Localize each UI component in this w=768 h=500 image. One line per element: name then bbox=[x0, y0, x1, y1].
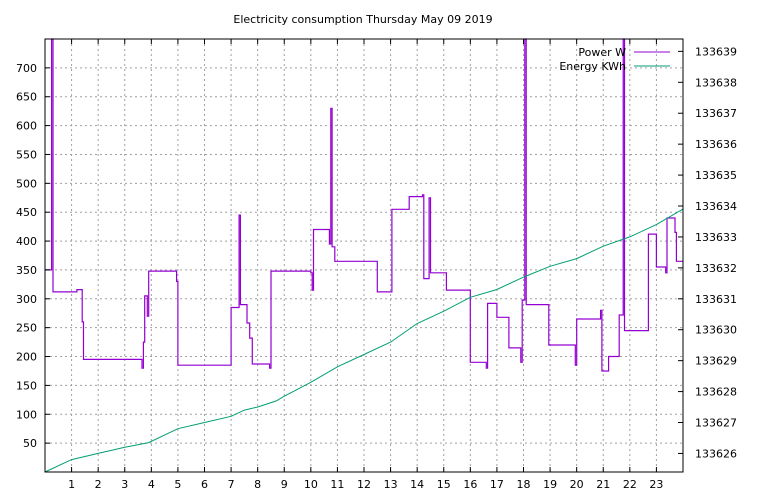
x-tick-label: 3 bbox=[121, 478, 128, 491]
y-tick-label: 550 bbox=[16, 148, 37, 161]
y-tick-label: 150 bbox=[16, 379, 37, 392]
y-tick-label: 500 bbox=[16, 177, 37, 190]
legend-label-energy: Energy KWh bbox=[559, 60, 626, 73]
legend-label-power: Power W bbox=[578, 46, 626, 59]
y2-tick-label: 133632 bbox=[695, 262, 737, 275]
chart-title: Electricity consumption Thursday May 09 … bbox=[233, 13, 492, 26]
x-tick-label: 19 bbox=[543, 478, 557, 491]
series-line-energy bbox=[44, 208, 684, 473]
x-tick-label: 4 bbox=[148, 478, 155, 491]
y-tick-label: 450 bbox=[16, 206, 37, 219]
y2-tick-label: 133627 bbox=[695, 417, 737, 430]
y-tick-label: 700 bbox=[16, 62, 37, 75]
x-tick-label: 7 bbox=[228, 478, 235, 491]
y2-tick-label: 133633 bbox=[695, 231, 737, 244]
y-tick-label: 200 bbox=[16, 351, 37, 364]
y-tick-label: 600 bbox=[16, 120, 37, 133]
series-line-power bbox=[45, 38, 683, 372]
x-tick-label: 22 bbox=[623, 478, 637, 491]
y-tick-label: 400 bbox=[16, 235, 37, 248]
x-tick-label: 1 bbox=[68, 478, 75, 491]
x-tick-label: 8 bbox=[254, 478, 261, 491]
grid bbox=[45, 39, 683, 472]
legend: Power W Energy KWh bbox=[559, 46, 670, 73]
x-tick-label: 11 bbox=[330, 478, 344, 491]
y-tick-label: 300 bbox=[16, 293, 37, 306]
axis-ticks: 1 2 3 4 5 6 7 8 9 10 11 12 13 14 15 16 17 18 19 20 21 22 23501… bbox=[16, 39, 737, 491]
plot-series bbox=[44, 38, 684, 473]
y2-tick-label: 133626 bbox=[695, 447, 737, 460]
x-tick-label: 21 bbox=[596, 478, 610, 491]
y-tick-label: 100 bbox=[16, 408, 37, 421]
x-tick-label: 12 bbox=[357, 478, 371, 491]
x-tick-label: 16 bbox=[463, 478, 477, 491]
x-tick-label: 6 bbox=[201, 478, 208, 491]
y2-tick-label: 133635 bbox=[695, 169, 737, 182]
x-tick-label: 23 bbox=[649, 478, 663, 491]
y2-tick-label: 133638 bbox=[695, 76, 737, 89]
y2-tick-label: 133639 bbox=[695, 45, 737, 58]
y2-tick-label: 133631 bbox=[695, 293, 737, 306]
y-tick-label: 650 bbox=[16, 91, 37, 104]
x-tick-label: 2 bbox=[95, 478, 102, 491]
y2-tick-label: 133630 bbox=[695, 324, 737, 337]
y-tick-label: 250 bbox=[16, 322, 37, 335]
y-tick-label: 50 bbox=[23, 437, 37, 450]
x-tick-label: 10 bbox=[304, 478, 318, 491]
y-tick-label: 350 bbox=[16, 264, 37, 277]
x-tick-label: 5 bbox=[174, 478, 181, 491]
y2-tick-label: 133637 bbox=[695, 107, 737, 120]
x-tick-label: 14 bbox=[410, 478, 424, 491]
x-tick-label: 9 bbox=[281, 478, 288, 491]
x-tick-label: 17 bbox=[490, 478, 504, 491]
x-tick-label: 18 bbox=[517, 478, 531, 491]
x-tick-label: 15 bbox=[437, 478, 451, 491]
y2-tick-label: 133629 bbox=[695, 355, 737, 368]
x-tick-label: 13 bbox=[384, 478, 398, 491]
y2-tick-label: 133636 bbox=[695, 138, 737, 151]
y2-tick-label: 133634 bbox=[695, 200, 737, 213]
y2-tick-label: 133628 bbox=[695, 386, 737, 399]
x-tick-label: 20 bbox=[570, 478, 584, 491]
